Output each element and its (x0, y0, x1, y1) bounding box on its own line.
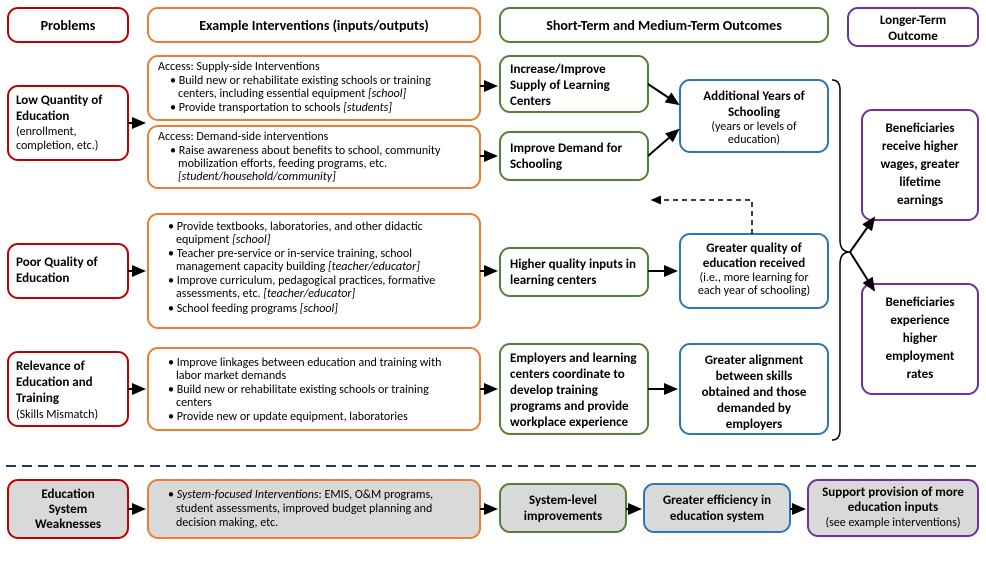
svg-text:labor market demands: labor market demands (176, 369, 286, 383)
svg-text:completion, etc.): completion, etc.) (16, 139, 98, 153)
svg-text:Outcome: Outcome (888, 29, 938, 44)
svg-text:improvements: improvements (524, 509, 602, 524)
svg-text:Education and: Education and (16, 375, 93, 390)
svg-text:rates: rates (907, 367, 934, 382)
svg-text:Greater quality of: Greater quality of (706, 241, 802, 256)
svg-text:obtained and those: obtained and those (702, 385, 807, 400)
svg-text:Greater efficiency in: Greater efficiency in (663, 493, 771, 508)
svg-text:management capacity building [: management capacity building [teacher/ed… (176, 260, 420, 274)
svg-text:• Improve curriculum, pedagogi: • Improve curriculum, pedagogical practi… (168, 274, 435, 288)
svg-text:Education: Education (16, 109, 69, 124)
svg-text:Education: Education (16, 271, 69, 286)
svg-text:Schooling: Schooling (510, 157, 563, 172)
header-problems-label: Problems (41, 17, 96, 34)
svg-text:• Build new or rehabilitate ex: • Build new or rehabilitate existing sch… (168, 383, 429, 397)
svg-text:Low Quantity of: Low Quantity of (16, 93, 103, 108)
svg-text:System: System (49, 502, 88, 517)
svg-text:experience: experience (890, 313, 950, 328)
svg-text:centers, including essential e: centers, including essential equipment [… (178, 87, 407, 101)
svg-text:student assessments, improved: student assessments, improved budget pla… (176, 502, 432, 516)
svg-text:Training: Training (16, 391, 60, 406)
svg-text:• Provide transportation to sc: • Provide transportation to schools [stu… (170, 101, 392, 115)
svg-text:earnings: earnings (897, 193, 943, 208)
svg-text:Relevance of: Relevance of (16, 359, 86, 374)
svg-text:between skills: between skills (716, 369, 793, 384)
svg-text:Support provision of more: Support provision of more (822, 485, 964, 500)
svg-text:centers: centers (176, 396, 212, 410)
svg-text:Increase/Improve: Increase/Improve (510, 62, 606, 77)
svg-text:employment: employment (886, 349, 955, 364)
svg-text:employers: employers (726, 417, 782, 432)
svg-text:education received: education received (703, 256, 805, 271)
header-long-label: Longer-Term (880, 13, 946, 28)
svg-text:(years or levels of: (years or levels of (711, 120, 797, 134)
svg-text:Access: Supply-side Interventi: Access: Supply-side Interventions (158, 60, 320, 74)
svg-text:develop training: develop training (510, 383, 599, 398)
svg-text:(i.e., more learning for: (i.e., more learning for (699, 271, 808, 285)
outcome-efficiency (644, 484, 790, 532)
svg-text:(Skills Mismatch): (Skills Mismatch) (16, 408, 98, 422)
svg-text:Beneficiaries: Beneficiaries (885, 295, 954, 310)
header-mid-label: Short-Term and Medium-Term Outcomes (546, 17, 782, 34)
svg-text:System-level: System-level (529, 493, 597, 508)
svg-text:equipment [school]: equipment [school] (176, 233, 271, 247)
svg-text:each year of schooling): each year of schooling) (698, 284, 810, 298)
svg-text:assessments, etc. [teacher/edu: assessments, etc. [teacher/educator] (176, 287, 355, 301)
svg-text:(enrollment,: (enrollment, (16, 125, 77, 139)
svg-text:lifetime: lifetime (899, 175, 941, 190)
svg-text:demanded by: demanded by (717, 401, 792, 416)
svg-text:higher: higher (903, 331, 938, 346)
svg-text:Higher quality inputs in: Higher quality inputs in (510, 257, 636, 272)
svg-text:decision making, etc.: decision making, etc. (176, 516, 278, 530)
svg-text:workplace experience: workplace experience (510, 415, 629, 430)
header-interventions-label: Example Interventions (inputs/outputs) (199, 17, 429, 34)
svg-text:programs and provide: programs and provide (510, 399, 629, 414)
outcome-demand (500, 132, 648, 180)
svg-text:wages, greater: wages, greater (880, 157, 959, 172)
svg-text:Education: Education (41, 487, 94, 502)
outcome-inputs (500, 248, 648, 296)
svg-text:education inputs: education inputs (848, 500, 939, 515)
svg-text:Access: Demand-side interventi: Access: Demand-side interventions (158, 130, 329, 144)
svg-text:Employers and learning: Employers and learning (510, 351, 637, 366)
svg-text:Poor Quality of: Poor Quality of (16, 255, 99, 270)
svg-text:Greater alignment: Greater alignment (705, 353, 804, 368)
svg-text:Schooling: Schooling (728, 105, 781, 120)
svg-text:Additional Years of: Additional Years of (703, 89, 805, 104)
svg-text:• Build new or rehabilitate ex: • Build new or rehabilitate existing sch… (170, 74, 431, 88)
svg-text:• Raise awareness about benefi: • Raise awareness about benefits to scho… (170, 144, 441, 158)
svg-text:Centers: Centers (510, 94, 551, 109)
svg-text:centers coordinate to: centers coordinate to (510, 367, 625, 382)
svg-text:Weaknesses: Weaknesses (35, 517, 101, 532)
svg-text:mobilization efforts, feeding: mobilization efforts, feeding programs, … (178, 157, 387, 171)
svg-text:learning centers: learning centers (510, 273, 596, 288)
svg-text:[student/household/community]: [student/household/community] (178, 170, 336, 184)
svg-text:• System-focused Interventions: • System-focused Interventions: EMIS, O&… (168, 488, 433, 502)
svg-text:• Improve linkages between edu: • Improve linkages between education and… (168, 356, 441, 370)
svg-text:Improve Demand for: Improve Demand for (510, 141, 622, 156)
svg-text:Beneficiaries: Beneficiaries (885, 121, 954, 136)
svg-text:• Provide textbooks, laborator: • Provide textbooks, laboratories, and o… (168, 220, 423, 234)
svg-text:Supply of Learning: Supply of Learning (510, 78, 611, 93)
svg-text:education system: education system (670, 509, 764, 524)
outcome-system (500, 484, 626, 532)
svg-text:(see example interventions): (see example interventions) (825, 516, 960, 530)
svg-text:receive higher: receive higher (882, 139, 959, 154)
svg-text:• School feeding programs [sch: • School feeding programs [school] (168, 302, 338, 316)
svg-text:education): education) (728, 133, 780, 147)
svg-text:• Provide new or update equipm: • Provide new or update equipment, labor… (168, 410, 408, 424)
svg-text:• Teacher pre-service or in-se: • Teacher pre-service or in-service trai… (168, 247, 412, 261)
